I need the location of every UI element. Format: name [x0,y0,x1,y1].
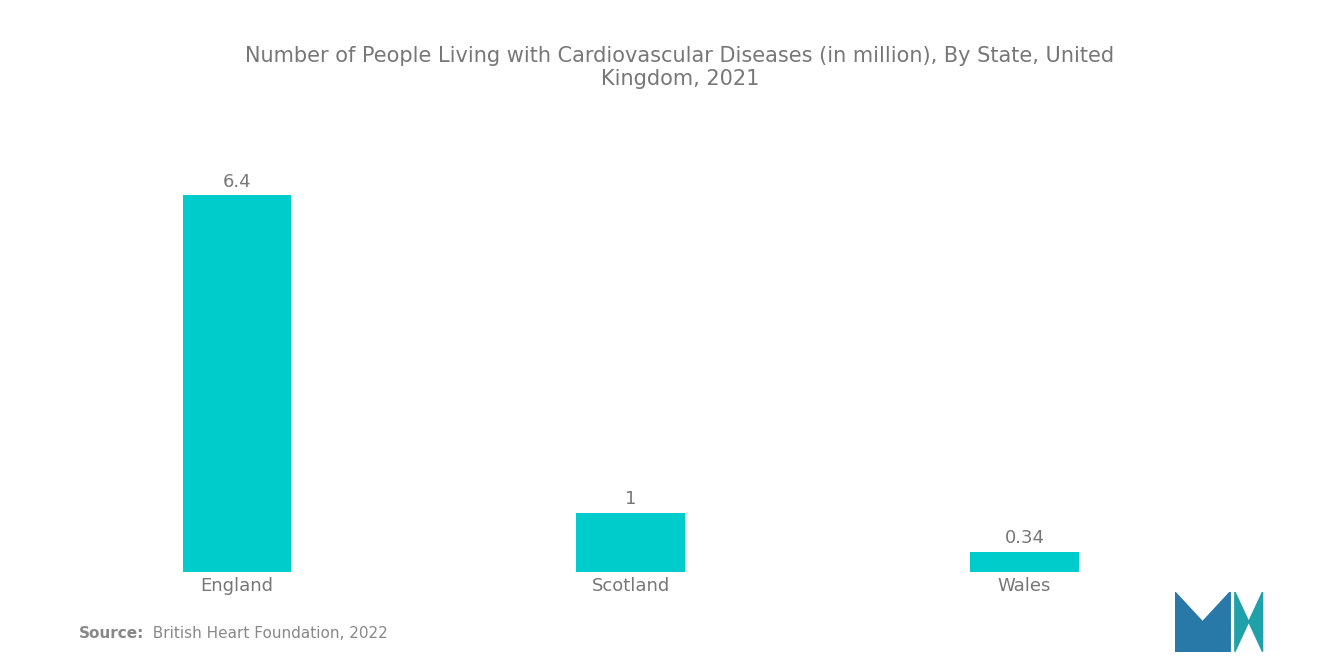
Text: British Heart Foundation, 2022: British Heart Foundation, 2022 [143,626,387,642]
Bar [970,552,1078,572]
Bar [182,196,290,572]
Polygon shape [1236,592,1262,652]
Bar [577,513,685,572]
Text: Source:: Source: [79,626,145,642]
Polygon shape [1175,592,1230,652]
Text: 6.4: 6.4 [223,173,251,191]
Text: 1: 1 [624,490,636,508]
Title: Number of People Living with Cardiovascular Diseases (in million), By State, Uni: Number of People Living with Cardiovascu… [246,46,1114,89]
Text: 0.34: 0.34 [1005,529,1044,547]
